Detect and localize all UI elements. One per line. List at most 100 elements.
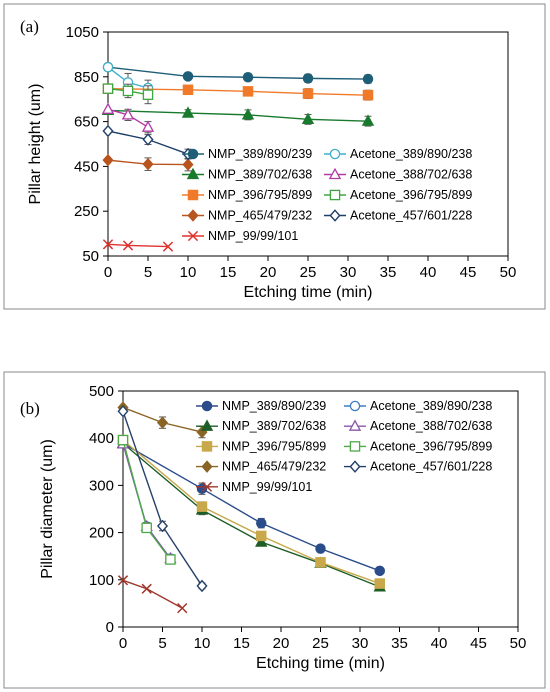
- marker-stroke: [187, 230, 199, 242]
- legend-swatch-marker: [329, 148, 341, 160]
- series-8: [102, 239, 174, 252]
- data-point: [142, 133, 154, 146]
- data-point: [117, 575, 129, 586]
- legend-label: Acetone_388/702/638: [350, 168, 472, 182]
- legend-swatch-marker: [349, 441, 361, 452]
- data-point: [122, 240, 134, 251]
- legend-label: NMP_389/890/239: [222, 399, 326, 413]
- legend-label: Acetone_389/890/238: [350, 147, 472, 161]
- legend-item: NMP_396/795/899: [196, 439, 326, 453]
- legend-item: NMP_396/795/899: [182, 188, 312, 202]
- data-point: [177, 602, 188, 614]
- marker-stroke: [201, 481, 213, 492]
- legend-item: Acetone_396/795/899: [324, 188, 472, 202]
- data-point: [362, 89, 374, 101]
- data-point: [102, 153, 114, 167]
- legend-swatch-marker: [329, 209, 341, 222]
- data-point: [101, 102, 115, 114]
- legend-swatch-marker: [200, 419, 214, 431]
- x-tick-label: 30: [352, 635, 369, 652]
- chart-panel-0: (a) 0 5 10 15 20 25 30 35 40 45 50 50 250 450 650 850 105…: [3, 3, 546, 310]
- legend-label: NMP_99/99/101: [222, 480, 312, 494]
- x-tick-label: 25: [300, 264, 317, 281]
- data-point: [156, 519, 169, 533]
- data-point: [162, 241, 174, 252]
- legend-item: Acetone_388/702/638: [344, 419, 492, 433]
- data-point: [255, 530, 267, 542]
- data-point: [255, 517, 267, 529]
- x-tick-label: 15: [233, 635, 250, 652]
- x-tick-label: 5: [158, 635, 166, 652]
- x-tick-label: 45: [470, 635, 487, 652]
- legend-item: NMP_389/890/239: [182, 147, 312, 161]
- data-point: [142, 89, 154, 100]
- legend-swatch-marker: [187, 148, 199, 160]
- x-tick-label: 5: [144, 264, 152, 281]
- data-point: [374, 565, 385, 577]
- legend-swatch-marker: [328, 167, 342, 180]
- x-tick-label: 50: [500, 264, 517, 281]
- series-5: [117, 434, 176, 565]
- legend-swatch-marker: [348, 419, 362, 431]
- x-tick-label: 45: [460, 264, 477, 281]
- legend-item: Acetone_388/702/638: [324, 168, 472, 182]
- legend-label: NMP_396/795/899: [222, 439, 326, 453]
- legend-item: NMP_389/702/638: [182, 168, 312, 182]
- legend-item: NMP_389/702/638: [196, 419, 326, 433]
- legend-label: NMP_389/702/638: [208, 168, 312, 182]
- series-6: [102, 153, 194, 172]
- data-point: [182, 158, 194, 171]
- data-point: [141, 583, 152, 594]
- legend-label: Acetone_457/601/228: [350, 209, 472, 223]
- legend: NMP_389/890/239 Acetone_389/890/238 NMP_38…: [196, 399, 492, 494]
- legend-item: Acetone_396/795/899: [344, 439, 492, 453]
- data-point: [141, 522, 152, 534]
- chart-frame: [3, 371, 546, 689]
- panel-label: (b): [20, 399, 40, 418]
- legend-label: Acetone_388/702/638: [370, 419, 492, 433]
- data-point: [102, 239, 114, 250]
- marker-stroke: [162, 241, 174, 252]
- series-7: [102, 124, 194, 161]
- data-point: [182, 71, 194, 82]
- data-point: [242, 71, 254, 83]
- legend-item: NMP_465/479/232: [182, 209, 312, 223]
- x-tick-label: 10: [180, 264, 197, 281]
- marker-stroke: [177, 602, 188, 614]
- x-tick-label: 25: [312, 635, 329, 652]
- data-point: [102, 124, 114, 138]
- y-tick-label: 500: [89, 383, 114, 400]
- marker-stroke: [102, 239, 114, 250]
- data-point: [315, 557, 326, 568]
- legend-swatch-marker: [201, 441, 213, 452]
- data-point: [165, 554, 176, 565]
- legend-swatch-marker: [201, 400, 213, 412]
- x-axis-title: Etching time (min): [244, 284, 373, 301]
- data-point: [241, 108, 255, 120]
- series-8: [117, 575, 188, 614]
- x-tick-label: 40: [420, 264, 437, 281]
- series-3: [101, 102, 155, 134]
- data-point: [242, 86, 254, 97]
- data-point: [122, 85, 134, 97]
- data-point: [117, 405, 129, 418]
- data-point: [196, 501, 208, 512]
- data-point: [102, 61, 114, 73]
- x-tick-label: 35: [391, 635, 408, 652]
- legend-label: Acetone_396/795/899: [350, 188, 472, 202]
- marker-stroke: [141, 583, 152, 594]
- y-tick-label: 100: [89, 572, 114, 589]
- data-point: [361, 114, 375, 126]
- data-point: [121, 108, 135, 120]
- y-axis-title: Pillar height (um): [27, 84, 44, 205]
- chart-frame: [3, 3, 546, 310]
- data-point: [302, 73, 314, 84]
- legend-label: NMP_99/99/101: [208, 229, 298, 243]
- legend-item: Acetone_457/601/228: [344, 460, 492, 474]
- data-point: [181, 106, 195, 118]
- y-tick-label: 1050: [66, 24, 99, 41]
- legend-item: NMP_389/890/239: [196, 399, 326, 413]
- legend-item: NMP_465/479/232: [196, 460, 326, 474]
- legend-swatch-marker: [187, 209, 199, 222]
- x-tick-label: 20: [273, 635, 290, 652]
